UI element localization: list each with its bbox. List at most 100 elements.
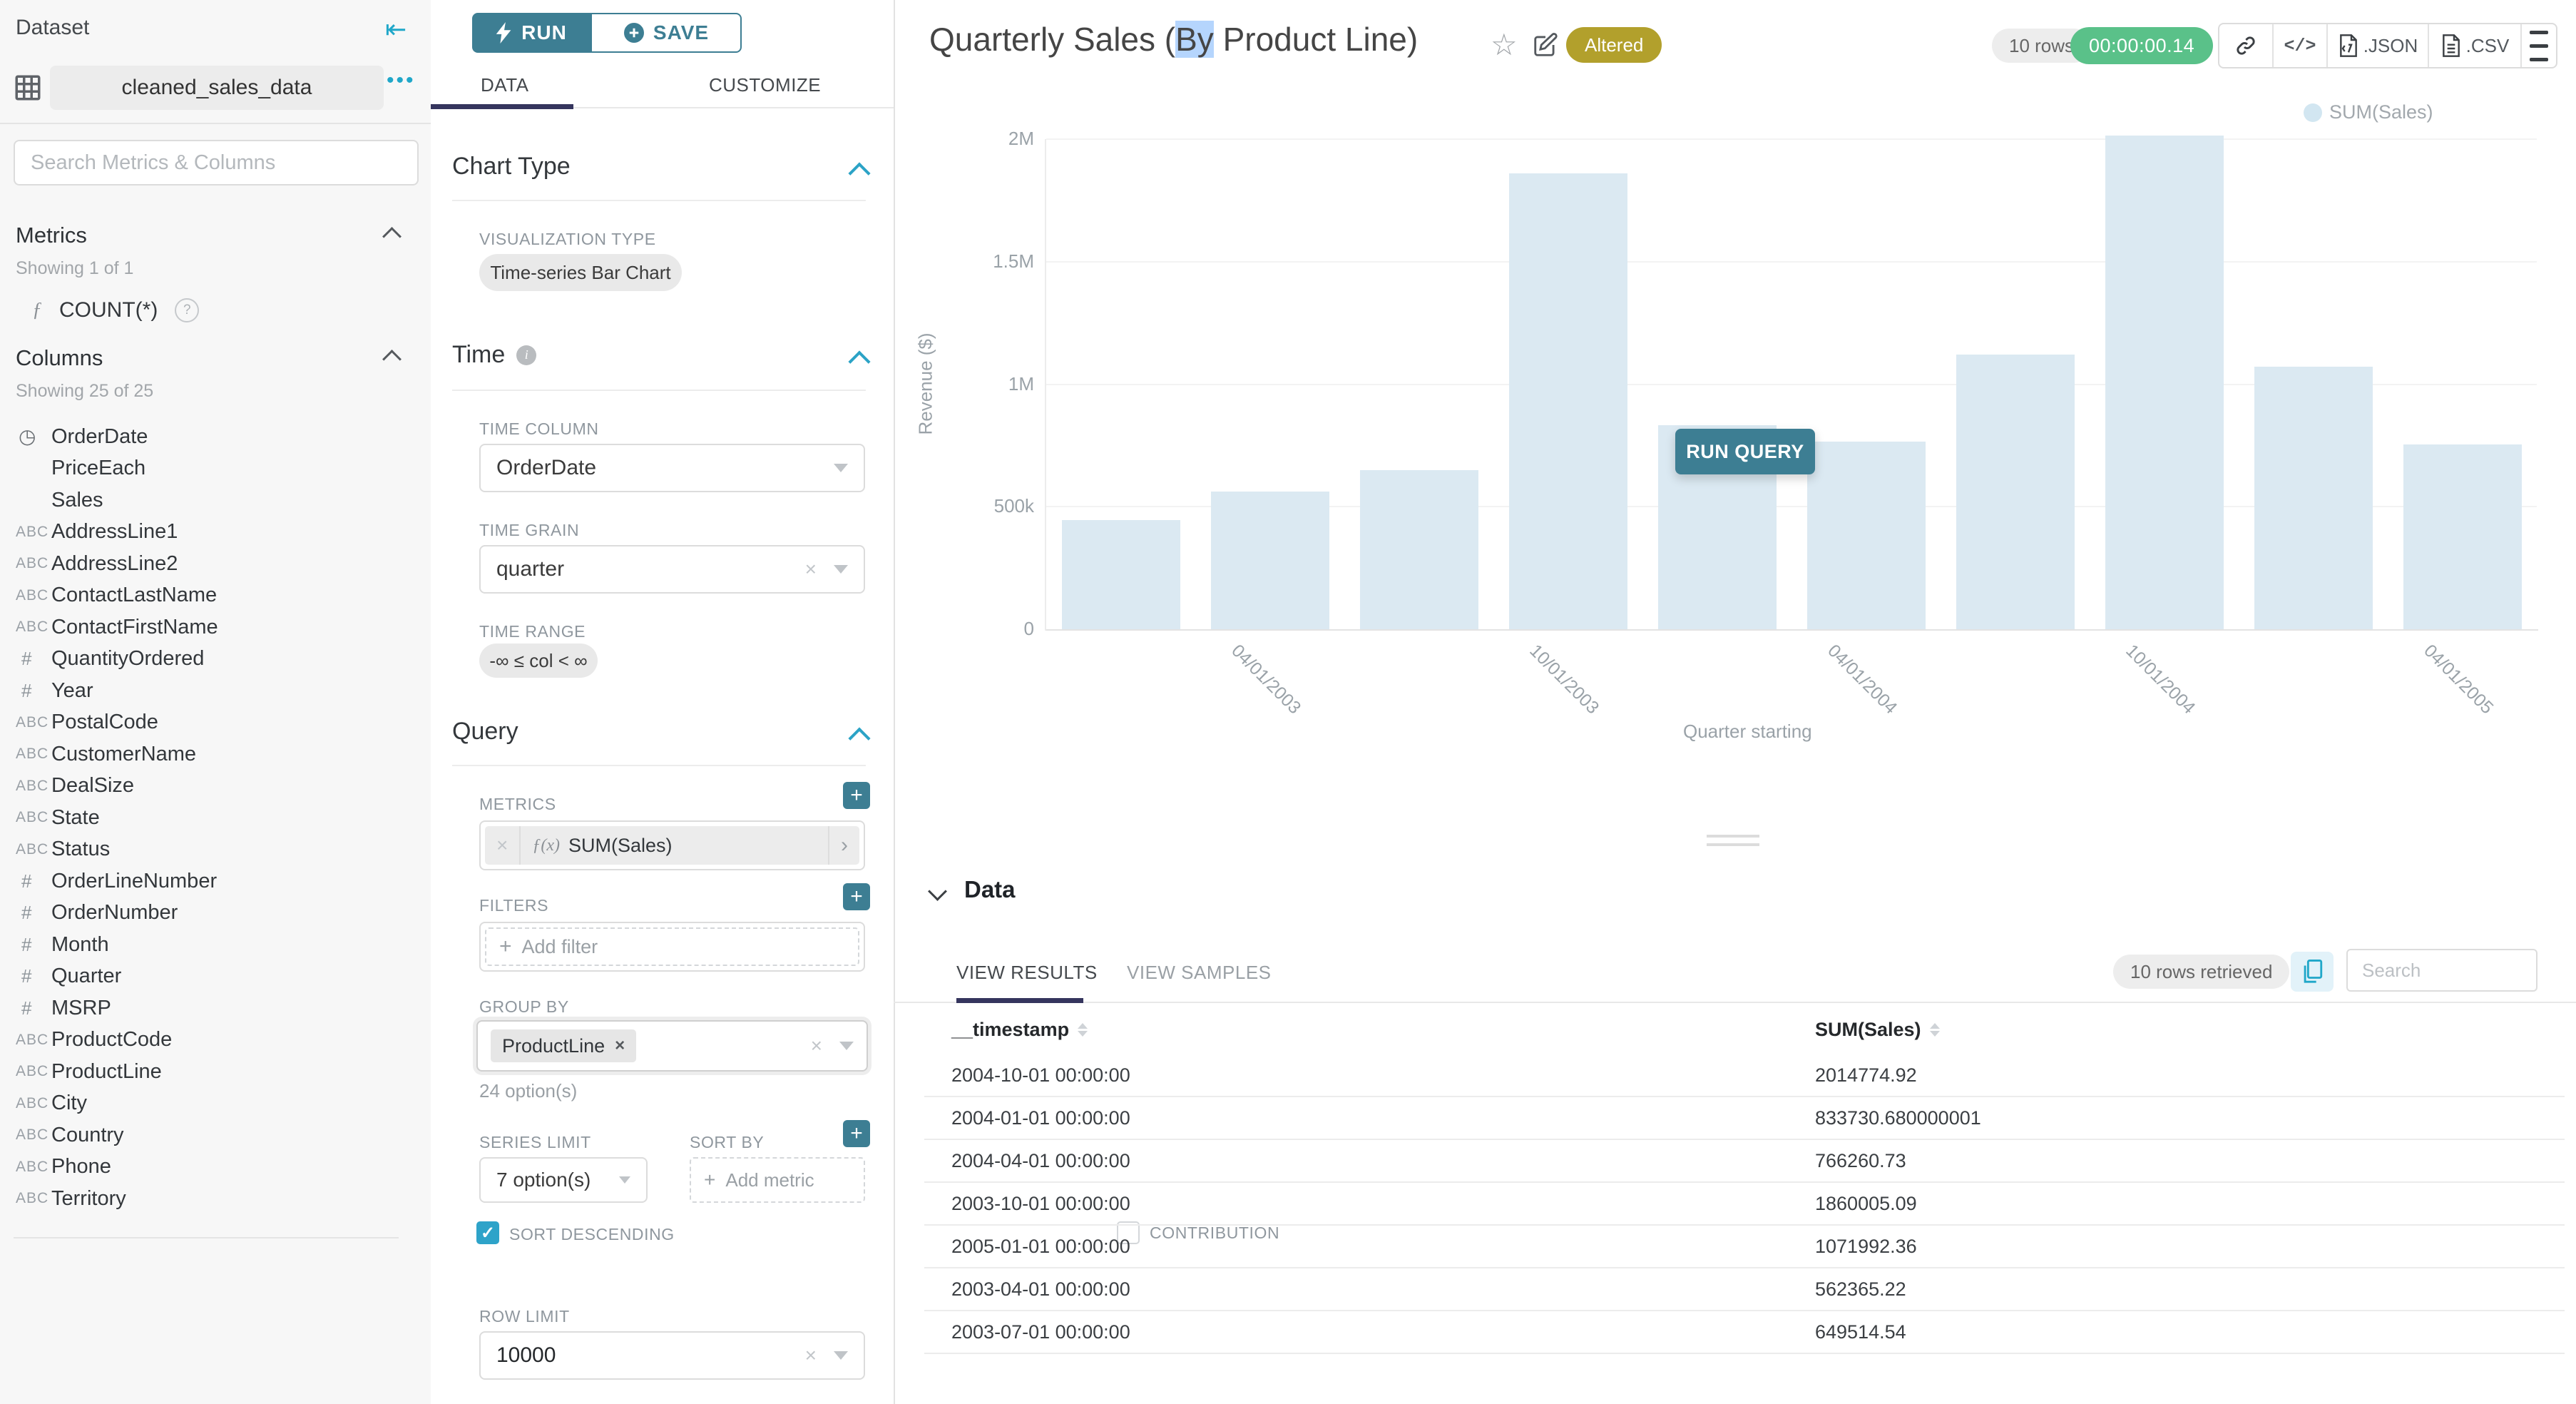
- table-row[interactable]: 2004-01-01 00:00:00 833730.680000001: [924, 1097, 2565, 1140]
- tab-data[interactable]: DATA: [481, 74, 529, 96]
- clear-icon[interactable]: ×: [804, 1344, 817, 1366]
- clear-icon[interactable]: ×: [810, 1034, 822, 1057]
- column-list-item[interactable]: Sales: [0, 484, 431, 516]
- metrics-collapse-icon[interactable]: [382, 227, 402, 246]
- column-list-item[interactable]: # MSRP: [0, 992, 431, 1024]
- run-query-button[interactable]: RUN QUERY: [1675, 429, 1815, 474]
- embed-code-button[interactable]: </>: [2274, 24, 2328, 67]
- row-limit-select[interactable]: 10000 ×: [479, 1331, 865, 1380]
- tab-view-samples[interactable]: VIEW SAMPLES: [1127, 962, 1272, 983]
- column-list-item[interactable]: ABC ContactLastName: [0, 580, 431, 611]
- tab-customize[interactable]: CUSTOMIZE: [709, 74, 822, 96]
- groupby-tag[interactable]: ProductLine ×: [491, 1029, 637, 1062]
- bar-2005-01-01[interactable]: [2254, 366, 2373, 629]
- column-list-item[interactable]: ABC Status: [0, 834, 431, 865]
- column-list-item[interactable]: # Month: [0, 929, 431, 960]
- column-list-item[interactable]: ABC AddressLine1: [0, 517, 431, 548]
- bar-2003-10-01[interactable]: [1508, 173, 1627, 629]
- bar-2003-07-01[interactable]: [1359, 469, 1478, 629]
- table-row[interactable]: 2005-01-01 00:00:00 1071992.36: [924, 1226, 2565, 1268]
- remove-tag-icon[interactable]: ×: [615, 1036, 625, 1055]
- column-list-item[interactable]: # Quarter: [0, 961, 431, 992]
- chart-legend[interactable]: SUM(Sales): [2304, 101, 2433, 123]
- columns-collapse-icon[interactable]: [382, 350, 402, 369]
- column-list-item[interactable]: # Year: [0, 675, 431, 706]
- table-row[interactable]: 2003-04-01 00:00:00 562365.22: [924, 1268, 2565, 1311]
- time-type-icon: ◷: [19, 425, 36, 447]
- bar-2004-07-01[interactable]: [1956, 355, 2075, 629]
- column-list-item[interactable]: ABC State: [0, 802, 431, 833]
- run-button[interactable]: RUN: [472, 13, 591, 53]
- dataset-more-menu-icon[interactable]: •••: [387, 68, 416, 92]
- column-list-item[interactable]: ◷ OrderDate: [0, 421, 431, 452]
- sortby-add-metric[interactable]: + Add metric: [690, 1157, 865, 1203]
- table-row[interactable]: 2004-10-01 00:00:00 2014774.92: [924, 1054, 2565, 1097]
- remove-metric-icon[interactable]: ×: [485, 826, 521, 865]
- column-list-item[interactable]: ABC Country: [0, 1119, 431, 1151]
- add-metric-button[interactable]: +: [843, 782, 870, 809]
- altered-badge[interactable]: Altered: [1566, 27, 1662, 63]
- column-list-item[interactable]: ABC Phone: [0, 1151, 431, 1183]
- column-list-item[interactable]: ABC ProductLine: [0, 1056, 431, 1087]
- bar-2004-10-01[interactable]: [2105, 135, 2224, 629]
- chart-type-collapse-icon[interactable]: [848, 162, 871, 185]
- column-list-item[interactable]: ABC PostalCode: [0, 707, 431, 738]
- add-filter-button[interactable]: +: [843, 883, 870, 910]
- tab-view-results[interactable]: VIEW RESULTS: [956, 962, 1098, 983]
- column-list-item[interactable]: # OrderNumber: [0, 897, 431, 929]
- time-collapse-icon[interactable]: [848, 350, 871, 373]
- column-list-item[interactable]: ABC CustomerName: [0, 738, 431, 770]
- bar-2003-04-01[interactable]: [1210, 491, 1329, 629]
- table-row[interactable]: 2003-07-01 00:00:00 649514.54: [924, 1311, 2565, 1354]
- column-list-item[interactable]: # QuantityOrdered: [0, 644, 431, 675]
- column-list-item[interactable]: ABC DealSize: [0, 770, 431, 802]
- time-column-select[interactable]: OrderDate: [479, 444, 865, 492]
- search-metrics-columns-input[interactable]: [14, 140, 419, 185]
- time-grain-select[interactable]: quarter ×: [479, 545, 865, 594]
- bar-2005-04-01[interactable]: [2403, 444, 2522, 629]
- data-search-input[interactable]: [2346, 949, 2537, 992]
- collapse-sidebar-icon[interactable]: ⇤: [385, 14, 407, 44]
- series-limit-select[interactable]: 7 option(s): [479, 1157, 648, 1203]
- gridline: [1046, 383, 2537, 385]
- clear-icon[interactable]: ×: [804, 558, 817, 580]
- metric-list-item[interactable]: ƒ COUNT(*) ?: [32, 298, 200, 322]
- column-list-item[interactable]: ABC City: [0, 1088, 431, 1119]
- expand-metric-icon[interactable]: ›: [828, 826, 859, 865]
- copy-data-button[interactable]: [2291, 952, 2334, 992]
- bar-2003-01-01[interactable]: [1061, 520, 1180, 629]
- menu-icon[interactable]: [2522, 24, 2556, 67]
- bar-2004-04-01[interactable]: [1806, 441, 1926, 629]
- table-row[interactable]: 2004-04-01 00:00:00 766260.73: [924, 1140, 2565, 1183]
- query-collapse-icon[interactable]: [848, 727, 871, 750]
- column-list-item[interactable]: ABC ContactFirstName: [0, 611, 431, 643]
- save-button[interactable]: SAVE: [591, 13, 742, 53]
- column-list-item[interactable]: ABC AddressLine2: [0, 548, 431, 579]
- edit-title-icon[interactable]: [1532, 31, 1559, 58]
- sort-descending-checkbox[interactable]: ✓: [476, 1221, 499, 1244]
- export-csv-button[interactable]: .CSV: [2429, 24, 2522, 67]
- contribution-control[interactable]: CONTRIBUTION: [1117, 1221, 1279, 1244]
- groupby-select[interactable]: ProductLine × ×: [476, 1020, 868, 1072]
- column-list-item[interactable]: ABC Territory: [0, 1183, 431, 1214]
- column-list-item[interactable]: PriceEach: [0, 453, 431, 484]
- add-sortby-metric-button[interactable]: +: [843, 1120, 870, 1147]
- sort-descending-control[interactable]: ✓ SORT DESCENDING: [476, 1221, 676, 1248]
- contribution-checkbox[interactable]: [1117, 1221, 1140, 1244]
- time-range-value[interactable]: -∞ ≤ col < ∞: [479, 644, 598, 678]
- export-json-button[interactable]: .JSON: [2328, 24, 2429, 67]
- copy-link-button[interactable]: [2219, 24, 2274, 67]
- metric-pill[interactable]: × ƒ(x) SUM(Sales) ›: [485, 826, 859, 865]
- column-header-timestamp[interactable]: __timestamp: [951, 1019, 1088, 1041]
- data-panel-collapse-icon[interactable]: [928, 882, 947, 901]
- dataset-name[interactable]: cleaned_sales_data: [50, 66, 384, 110]
- metric-help-icon[interactable]: ?: [175, 298, 200, 322]
- column-list-item[interactable]: # OrderLineNumber: [0, 865, 431, 897]
- column-header-sum-sales[interactable]: SUM(Sales): [1815, 1019, 1940, 1041]
- chart-title[interactable]: Quarterly Sales (By Product Line): [929, 21, 1419, 58]
- add-filter-dropzone[interactable]: + Add filter: [485, 927, 859, 966]
- favorite-star-icon[interactable]: ☆: [1491, 28, 1518, 61]
- table-row[interactable]: 2003-10-01 00:00:00 1860005.09: [924, 1183, 2565, 1226]
- visualization-type-value[interactable]: Time-series Bar Chart: [479, 254, 682, 291]
- column-list-item[interactable]: ABC ProductCode: [0, 1024, 431, 1056]
